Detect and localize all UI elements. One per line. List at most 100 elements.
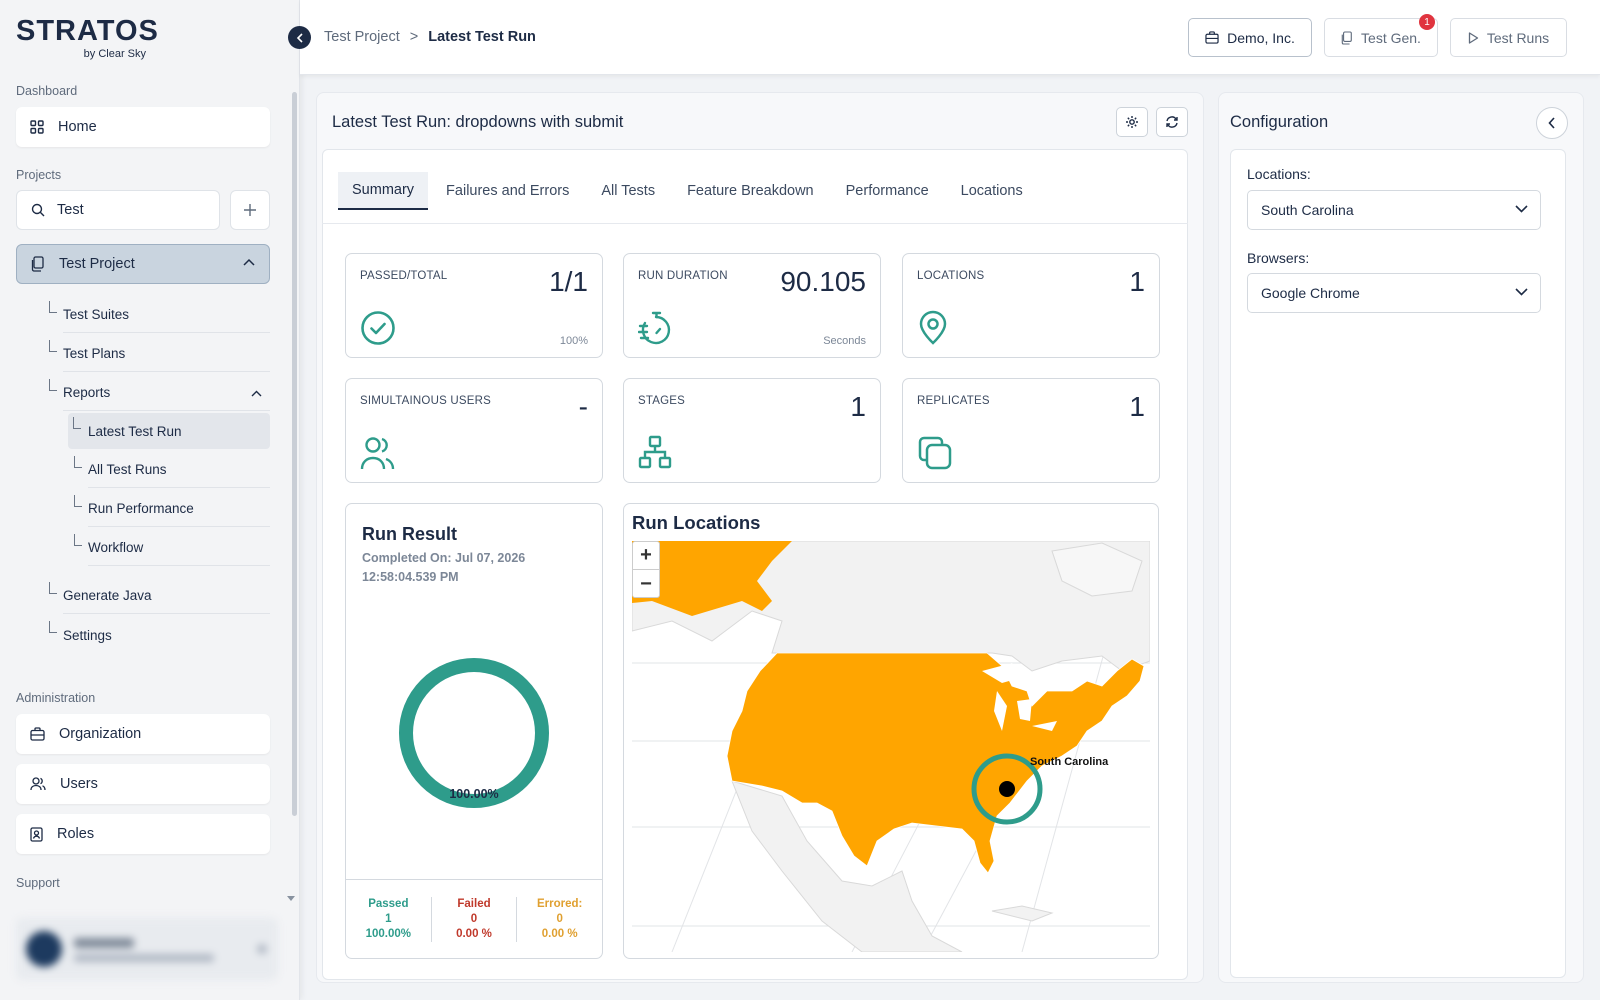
legend-label: Errored: [536, 898, 583, 910]
sidebar-item-run-performance[interactable]: Run Performance [74, 491, 270, 527]
play-icon [1468, 31, 1479, 44]
sidebar-item-users[interactable]: Users [16, 764, 270, 804]
browsers-selected: Google Chrome [1261, 285, 1360, 301]
administration-section-label: Administration [16, 691, 96, 705]
stat-passed-total: PASSED/TOTAL 1/1 100% [345, 253, 603, 358]
projects-section-label: Projects [16, 168, 62, 182]
zoom-in-button[interactable]: + [633, 542, 659, 570]
sitemap-icon [638, 435, 672, 469]
tree-label: Reports [63, 385, 111, 400]
logo-tagline: by Clear Sky [83, 48, 146, 60]
tab-performance[interactable]: Performance [845, 183, 929, 199]
sidebar-item-workflow[interactable]: Workflow [74, 530, 270, 566]
stat-value: 1 [850, 391, 866, 422]
legend-pct: 0.00 % [541, 928, 578, 940]
legend-pct: 0.00 % [456, 928, 492, 940]
stat-value: 1 [1129, 391, 1145, 422]
zoom-out-button[interactable]: − [640, 572, 652, 595]
sidebar-item-test-plans[interactable]: Test Plans [49, 336, 270, 372]
tab-failures-and-errors[interactable]: Failures and Errors [446, 183, 570, 199]
collapse-sidebar-button[interactable] [288, 26, 311, 49]
stat-value: 1/1 [549, 266, 588, 297]
search-icon [31, 203, 45, 217]
refresh-button[interactable] [1156, 107, 1188, 137]
sidebar-item-settings[interactable]: Settings [49, 617, 270, 653]
project-search[interactable] [16, 190, 220, 230]
browsers-label: Browsers: [1247, 250, 1310, 266]
legend-passed: Passed 1 100.00% [346, 897, 431, 942]
sidebar-item-roles[interactable]: Roles [16, 814, 270, 854]
sidebar-item-home[interactable]: Home [16, 107, 270, 147]
scroll-down-arrow-icon[interactable] [287, 896, 295, 902]
stat-label: LOCATIONS [917, 270, 985, 282]
stat-replicates: REPLICATES 1 [902, 378, 1160, 483]
legend-count: 1 [385, 913, 392, 925]
stat-label: STAGES [638, 395, 685, 407]
breadcrumb: Test Project > Latest Test Run [324, 29, 536, 45]
tab-summary[interactable]: Summary [338, 172, 429, 210]
report-tabs: Summary Failures and Errors All Tests Fe… [338, 172, 1041, 210]
legend-label: Failed [457, 898, 491, 910]
sidebar-item-organization[interactable]: Organization [16, 714, 270, 754]
notification-badge: 1 [1419, 14, 1435, 30]
sidebar-item-generate-java[interactable]: Generate Java [49, 578, 270, 614]
stratos-logo[interactable]: STRATOS by Clear Sky [16, 14, 158, 64]
tree-label: Latest Test Run [88, 423, 182, 439]
add-project-button[interactable] [230, 190, 270, 230]
tab-all-tests[interactable]: All Tests [601, 183, 656, 199]
settings-button[interactable] [1116, 107, 1148, 137]
map-pin-icon [919, 310, 947, 345]
legend-failed: Failed 0 0.00 % [430, 897, 517, 942]
sidebar-item-label: Home [58, 119, 97, 135]
sidebar-item-test-suites[interactable]: Test Suites [49, 297, 270, 333]
sidebar-scrollbar[interactable] [292, 92, 297, 816]
donut-passed-arc [399, 658, 549, 808]
page-title: Latest Test Run: dropdowns with submit [332, 113, 624, 131]
stat-locations: LOCATIONS 1 [902, 253, 1160, 358]
breadcrumb-parent[interactable]: Test Project [324, 29, 400, 45]
collapse-config-button[interactable] [1536, 107, 1568, 139]
run-result-card: Run Result Completed On: Jul 07, 2026 12… [345, 503, 603, 959]
configuration-title: Configuration [1230, 113, 1329, 131]
tab-locations[interactable]: Locations [960, 183, 1023, 199]
test-gen-button[interactable]: Test Gen. 1 [1324, 14, 1438, 57]
chevron-up-icon[interactable] [243, 258, 255, 266]
run-locations-card: Run Locations South Carolina + − [623, 503, 1159, 959]
legend-label: Passed [368, 898, 409, 910]
browsers-select[interactable]: Google Chrome [1247, 273, 1541, 313]
stat-value: 90.105 [780, 266, 866, 297]
stopwatch-icon [638, 311, 671, 345]
refresh-icon [1166, 116, 1178, 128]
stat-label: PASSED/TOTAL [360, 270, 448, 282]
sidebar-item-reports[interactable]: Reports [49, 375, 270, 411]
sidebar-item-test-project[interactable]: Test Project [16, 244, 270, 284]
search-input[interactable] [57, 202, 207, 218]
document-icon [1341, 30, 1352, 45]
organization-button[interactable]: Demo, Inc. [1188, 18, 1312, 57]
sidebar: STRATOS by Clear Sky Dashboard Home Proj… [0, 0, 300, 1000]
tabs-divider [322, 223, 1188, 224]
tree-label: Workflow [88, 540, 144, 555]
sidebar-item-all-test-runs[interactable]: All Test Runs [74, 452, 270, 488]
run-result-title: Run Result [362, 524, 458, 544]
legend-count: 0 [470, 913, 478, 925]
grid-icon [30, 120, 44, 134]
result-divider [346, 879, 602, 880]
stat-label: SIMULTAINOUS USERS [360, 395, 491, 407]
chevron-left-icon [296, 32, 303, 43]
tree-label: Test Plans [63, 346, 126, 361]
locations-map[interactable]: South Carolina [632, 541, 1150, 952]
locations-select[interactable]: South Carolina [1247, 190, 1541, 230]
tab-feature-breakdown[interactable]: Feature Breakdown [687, 183, 814, 199]
dashboard-section-label: Dashboard [16, 84, 78, 98]
sidebar-item-latest-test-run[interactable]: Latest Test Run [68, 413, 270, 449]
test-runs-label: Test Runs [1486, 29, 1550, 46]
location-marker-ring[interactable] [971, 753, 1043, 825]
test-runs-button[interactable]: Test Runs [1450, 18, 1567, 57]
organization-label: Demo, Inc. [1227, 29, 1295, 46]
stat-run-duration: RUN DURATION 90.105 Seconds [623, 253, 881, 358]
chevron-up-icon[interactable] [251, 390, 262, 397]
user-profile-card[interactable] [16, 918, 278, 980]
location-marker-dot[interactable] [999, 781, 1015, 797]
legend-pct: 100.00% [365, 928, 412, 940]
